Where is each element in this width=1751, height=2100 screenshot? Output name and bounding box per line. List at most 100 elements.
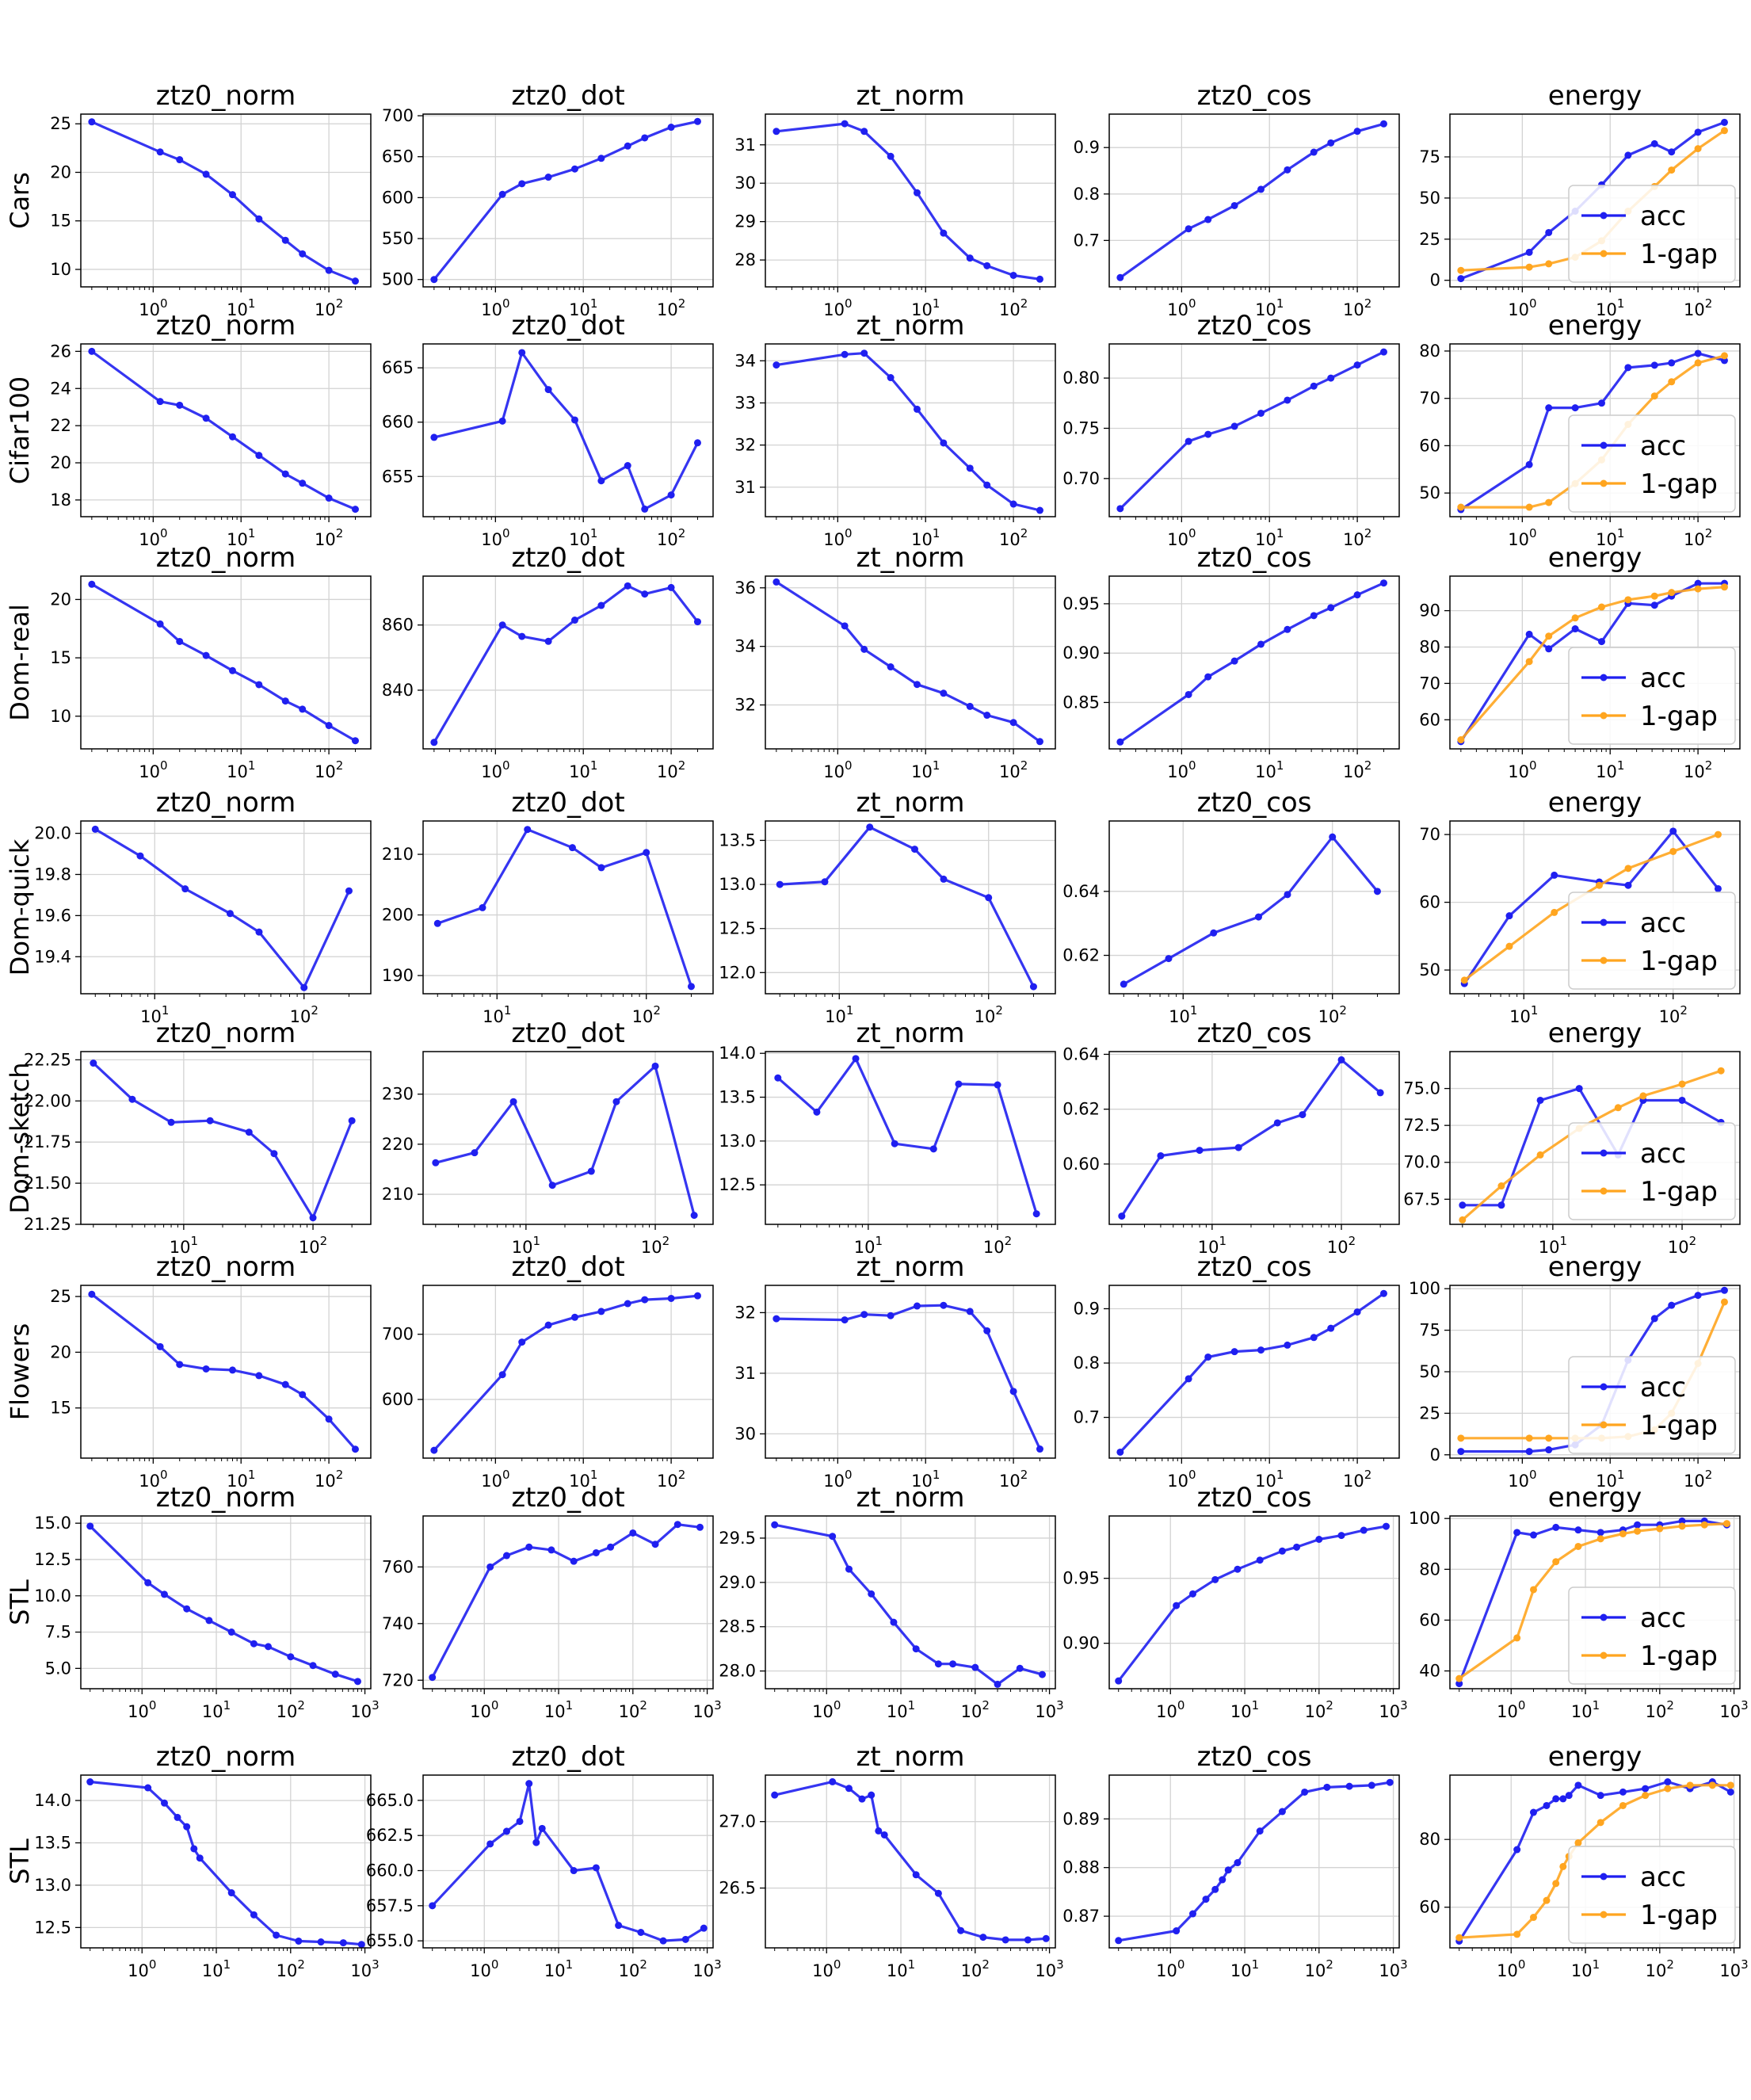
series-line-acc	[89, 1525, 358, 1683]
panel-cars-energy: energy 100 101 102 0 25 50 75 acc 1-gap	[1419, 80, 1741, 319]
data-point-acc	[860, 645, 868, 653]
panel-title: zt_norm	[856, 787, 964, 819]
data-point-acc	[430, 433, 438, 441]
axes-frame	[1108, 1285, 1400, 1459]
x-tick-label: 101	[227, 758, 255, 781]
panel-dom-real-ztz0_dot: ztz0_dot 100 101 102 840 860	[382, 542, 714, 781]
grid	[1109, 821, 1399, 994]
y-tick-label: 230	[382, 1085, 414, 1104]
axes-frame	[1108, 113, 1400, 288]
y-tick-label: 21.50	[24, 1174, 71, 1193]
data-point-acc	[1457, 1448, 1465, 1456]
data-point-acc	[860, 1311, 868, 1319]
data-point-acc	[1536, 1096, 1544, 1104]
data-point-acc	[1315, 1536, 1323, 1544]
x-tick-label: 100	[1497, 1957, 1525, 1980]
data-point-acc	[852, 1055, 860, 1063]
legend-marker-acc	[1600, 918, 1608, 926]
data-point-acc	[1571, 404, 1579, 412]
x-tick-label: 103	[692, 1698, 721, 1721]
data-point-acc	[1368, 1781, 1375, 1789]
y-tick-label: 28.0	[719, 1662, 756, 1681]
y-tick-label: 19.8	[34, 865, 71, 884]
x-tick-label: 100	[128, 1698, 156, 1721]
x-tick-label: 100	[1167, 296, 1196, 319]
legend: acc 1-gap	[1568, 647, 1736, 745]
data-point-acc	[891, 1140, 898, 1147]
data-point-acc	[845, 1565, 853, 1573]
data-point-acc	[1353, 1308, 1361, 1316]
data-point-acc	[1210, 929, 1218, 937]
data-point-acc	[486, 1563, 494, 1571]
panel-dom-quick-zt_norm: zt_norm 101 102 12.0 12.5 13.0 13.5	[719, 787, 1056, 1026]
y-tick-label: 80	[1419, 342, 1440, 361]
data-point-acc	[1552, 1523, 1560, 1531]
legend-label: acc	[1640, 430, 1686, 462]
x-tick-label: 102	[315, 1468, 343, 1491]
panel-title: energy	[1548, 787, 1642, 819]
data-point-acc	[1455, 1680, 1463, 1688]
data-point-acc	[1230, 201, 1238, 209]
y-tick-label: 30	[734, 1424, 756, 1443]
x-tick-label: 102	[1343, 296, 1371, 319]
y-tick-label: 500	[382, 270, 414, 289]
data-point-acc	[597, 155, 605, 162]
data-point-acc	[1678, 1517, 1686, 1525]
data-point-acc	[518, 632, 526, 640]
x-tick-label: 102	[1343, 526, 1371, 549]
data-point-gap	[1551, 908, 1558, 916]
data-point-acc	[1668, 359, 1676, 367]
y-tick-label: 21.25	[24, 1215, 71, 1234]
y-tick-label: 24	[50, 379, 71, 398]
row-label: Flowers	[5, 1323, 35, 1421]
data-point-acc	[612, 1098, 620, 1105]
data-point-acc	[615, 1922, 623, 1930]
legend-marker-gap	[1600, 1421, 1608, 1429]
x-tick-label: 103	[1719, 1957, 1748, 1980]
axes-frame	[422, 1285, 714, 1459]
panel-flowers-zt_norm: zt_norm 100 101 102 30 31 32	[734, 1251, 1056, 1491]
data-point-acc	[637, 1929, 645, 1937]
panel-cifar100-energy: energy 100 101 102 50 60 70 80 acc 1-gap	[1419, 310, 1741, 549]
x-tick-label: 102	[619, 1957, 647, 1980]
y-tick-label: 34	[734, 351, 756, 370]
x-tick-label: 103	[350, 1957, 379, 1980]
data-point-acc	[502, 1827, 510, 1835]
y-tick-label: 34	[734, 637, 756, 656]
legend-marker-acc	[1600, 1383, 1608, 1391]
x-tick-label: 101	[1198, 1234, 1226, 1257]
data-point-acc	[1310, 148, 1318, 156]
data-point-acc	[1337, 1056, 1345, 1063]
data-point-acc	[228, 1366, 236, 1374]
panel-title: ztz0_norm	[156, 1018, 296, 1049]
panel-title: ztz0_dot	[511, 80, 624, 112]
y-tick-label: 20	[50, 162, 71, 181]
y-tick-label: 70.0	[1403, 1153, 1440, 1172]
data-point-acc	[498, 1371, 506, 1379]
data-point-acc	[1024, 1936, 1032, 1944]
data-point-gap	[1686, 1781, 1694, 1789]
panel-flowers-energy: energy 100 101 102 0 25 50 75 100 acc 1-gap	[1409, 1251, 1741, 1491]
data-point-acc	[245, 1128, 253, 1136]
data-point-acc	[1009, 719, 1017, 727]
y-tick-label: 80	[1419, 1560, 1440, 1579]
grid	[81, 821, 371, 994]
y-tick-label: 10.0	[34, 1586, 71, 1606]
x-tick-label: 100	[481, 526, 509, 549]
data-point-acc	[525, 1543, 533, 1551]
data-point-gap	[1460, 976, 1468, 984]
data-point-acc	[1382, 1522, 1390, 1530]
x-tick-label: 100	[823, 296, 852, 319]
row-label: Dom-sketch	[5, 1062, 35, 1213]
data-point-gap	[1722, 1520, 1730, 1528]
data-point-acc	[957, 1926, 965, 1934]
x-tick-label: 102	[277, 1957, 305, 1980]
data-point-gap	[1726, 1781, 1734, 1789]
data-point-acc	[693, 117, 701, 125]
data-point-acc	[1619, 1788, 1627, 1796]
data-point-acc	[1310, 1334, 1318, 1342]
data-point-acc	[1571, 625, 1579, 633]
data-point-gap	[1650, 392, 1658, 400]
y-tick-label: 662.5	[366, 1826, 414, 1845]
